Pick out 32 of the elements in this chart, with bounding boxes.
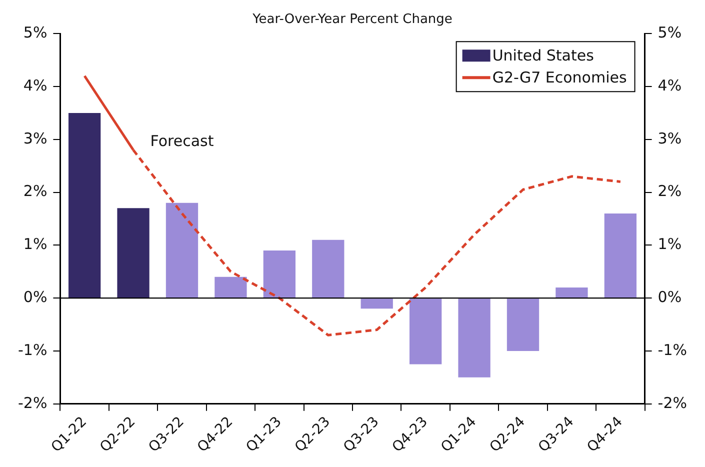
y-tick-label: 3% xyxy=(23,129,48,148)
y-tick-label: 5% xyxy=(23,23,48,42)
y2-tick-label: 4% xyxy=(658,76,682,94)
bar xyxy=(458,298,490,378)
y2-tick-label: 1% xyxy=(658,235,682,254)
y2-tick-label: -2% xyxy=(658,394,688,412)
bar xyxy=(68,112,101,298)
y-tick-label: 1% xyxy=(23,235,48,254)
chart-title: Year-Over-Year Percent Change xyxy=(252,12,452,28)
y-tick-label: 0% xyxy=(23,288,48,306)
y2-tick-label: 2% xyxy=(658,182,682,200)
bar xyxy=(556,287,588,298)
bar xyxy=(312,240,344,298)
bar xyxy=(409,298,442,364)
bar xyxy=(360,298,393,309)
y2-tick-label: -1% xyxy=(658,340,688,359)
bar xyxy=(166,202,198,298)
bar xyxy=(604,213,637,298)
legend-label: United States xyxy=(492,46,594,64)
bar xyxy=(117,208,150,298)
y-tick-label: 4% xyxy=(23,76,48,94)
bar xyxy=(263,250,296,298)
y-tick-label: -1% xyxy=(18,340,48,359)
y-tick-label: 2% xyxy=(23,182,48,200)
y2-tick-label: 0% xyxy=(658,288,682,306)
y2-tick-label: 3% xyxy=(658,129,682,148)
annotation: Forecast xyxy=(150,132,214,150)
bar xyxy=(506,298,540,351)
y2-tick-label: 5% xyxy=(658,23,682,42)
legend-label: G2-G7 Economies xyxy=(492,68,627,86)
y-tick-label: -2% xyxy=(18,394,48,412)
bar xyxy=(214,276,247,298)
